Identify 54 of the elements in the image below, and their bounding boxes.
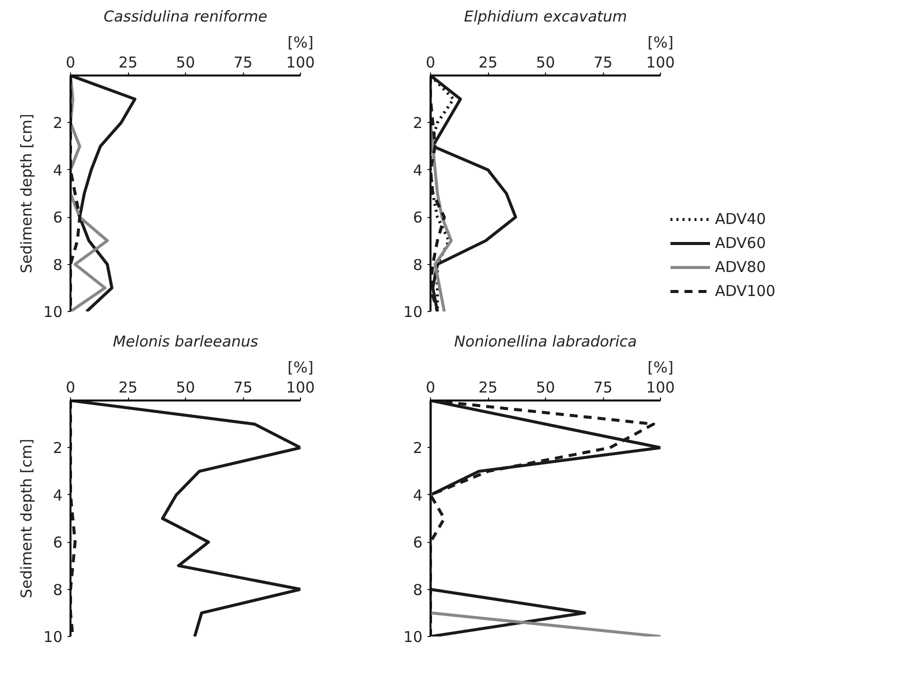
y-tick-label: 10 <box>403 628 423 646</box>
y-tick-label: 6 <box>412 208 423 227</box>
x-axis-title: [%] <box>648 358 674 376</box>
y-tick-label: 10 <box>43 303 63 321</box>
x-tick-label: 25 <box>478 378 498 396</box>
x-tick-label: 0 <box>426 378 436 396</box>
legend-label: ADV80 <box>715 258 766 276</box>
y-tick-label: 10 <box>43 628 63 646</box>
y-tick-label: 2 <box>52 439 63 458</box>
y-tick-label: 2 <box>52 114 63 132</box>
y-tick-label: 8 <box>52 256 63 274</box>
x-axis-title: [%] <box>648 34 674 52</box>
y-tick-label: 4 <box>52 161 63 180</box>
legend-label: ADV60 <box>715 234 766 252</box>
y-tick-label: 6 <box>412 534 423 552</box>
x-axis-title: [%] <box>288 358 314 376</box>
x-tick-label: 100 <box>646 378 675 396</box>
x-tick-label: 25 <box>118 54 138 72</box>
chart-title: Nonionellina labradorica <box>454 332 637 350</box>
y-tick-label: 8 <box>52 580 63 599</box>
x-tick-label: 75 <box>593 378 613 396</box>
x-tick-label: 100 <box>646 54 675 72</box>
y-tick-label: 4 <box>52 486 63 504</box>
x-tick-label: 75 <box>233 378 253 396</box>
x-tick-label: 50 <box>536 378 556 396</box>
x-axis-title: [%] <box>288 34 314 52</box>
x-tick-label: 75 <box>593 54 613 72</box>
y-tick-label: 6 <box>52 534 63 552</box>
x-tick-label: 100 <box>286 54 315 72</box>
y-axis-title: Sediment depth [cm] <box>17 438 36 598</box>
y-tick-label: 2 <box>412 114 423 132</box>
y-axis-title: Sediment depth [cm] <box>17 114 36 274</box>
chart-title: Cassidulina reniforme <box>104 8 268 26</box>
legend-label: ADV100 <box>715 282 776 300</box>
y-tick-label: 2 <box>412 439 423 458</box>
x-tick-label: 50 <box>176 54 196 72</box>
y-tick-label: 4 <box>412 161 423 180</box>
y-tick-label: 6 <box>52 208 63 227</box>
y-tick-label: 8 <box>412 580 423 599</box>
chart-title: Melonis barleeanus <box>112 332 258 350</box>
legend-label: ADV40 <box>715 210 766 228</box>
x-tick-label: 100 <box>286 378 315 396</box>
y-tick-label: 10 <box>403 303 423 321</box>
x-tick-label: 25 <box>118 378 138 396</box>
chart-title: Elphidium excavatum <box>464 8 628 26</box>
x-tick-label: 0 <box>426 54 436 72</box>
x-tick-label: 75 <box>233 54 253 72</box>
x-tick-label: 0 <box>66 54 76 72</box>
y-tick-label: 8 <box>412 256 423 274</box>
x-tick-label: 25 <box>478 54 498 72</box>
x-tick-label: 0 <box>66 378 76 396</box>
y-tick-label: 4 <box>412 486 423 504</box>
x-tick-label: 50 <box>176 378 196 396</box>
x-tick-label: 50 <box>536 54 556 72</box>
